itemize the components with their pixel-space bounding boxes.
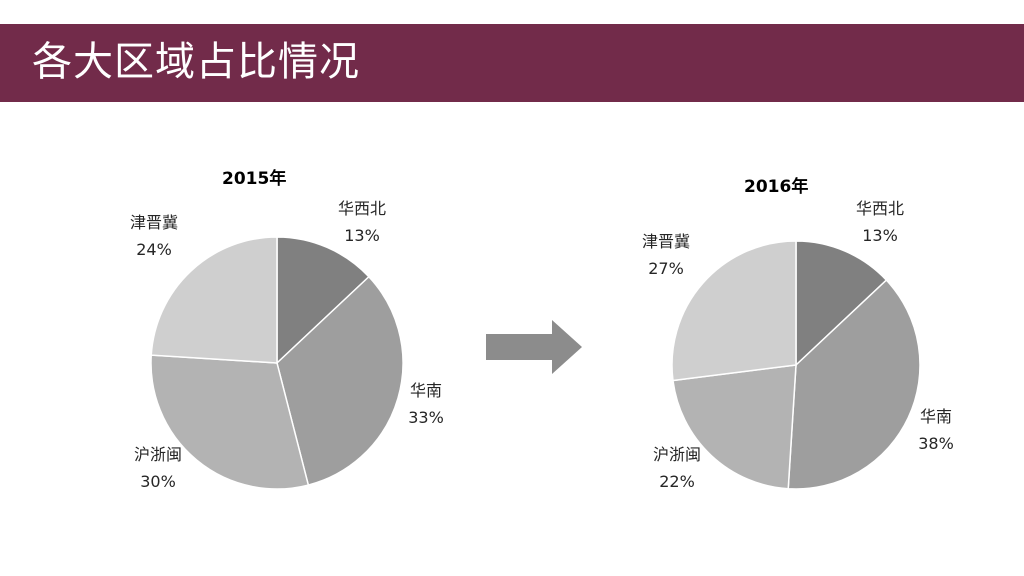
pie-2015-slice-0: [276, 236, 370, 365]
pie-2016-slice-2: [672, 364, 797, 490]
pie-2016-value-label-1: 38%: [918, 434, 954, 453]
pie-2016-slice-3: [671, 240, 797, 382]
pie-2015-slice-2: [150, 354, 310, 490]
pie-2015-value-label-0: 13%: [344, 226, 380, 245]
right-arrow-icon: [486, 320, 582, 374]
pie-2016-slice-1: [787, 279, 921, 490]
pie-2015-category-label-2: 沪浙闽: [134, 445, 182, 464]
pie-2015-category-label-3: 津晋冀: [130, 213, 178, 232]
pie-2016-category-label-2: 沪浙闽: [653, 445, 701, 464]
chart-2016-title: 2016年: [744, 177, 809, 197]
slide-title: 各大区域占比情况: [32, 39, 360, 85]
pie-2016-value-label-3: 27%: [648, 259, 684, 278]
pie-2015-value-label-1: 33%: [408, 408, 444, 427]
pie-2016-category-label-0: 华西北: [856, 199, 904, 218]
pie-2015-slice-3: [150, 236, 278, 364]
title-bar: 各大区域占比情况: [0, 24, 1024, 102]
pie-2016-value-label-2: 22%: [659, 472, 695, 491]
chart-2015-title: 2015年: [222, 169, 287, 189]
pie-2015-category-label-1: 华南: [410, 381, 442, 400]
pie-2015-slice-1: [276, 275, 404, 486]
pie-2016-value-label-0: 13%: [862, 226, 898, 245]
pie-2015-category-label-0: 华西北: [338, 199, 386, 218]
pie-2016-category-label-3: 津晋冀: [642, 232, 690, 251]
pie-2016-category-label-1: 华南: [920, 407, 952, 426]
pie-2015-value-label-3: 24%: [136, 240, 172, 259]
pie-2015-value-label-2: 30%: [140, 472, 176, 491]
pie-2016-slice-0: [795, 240, 888, 367]
